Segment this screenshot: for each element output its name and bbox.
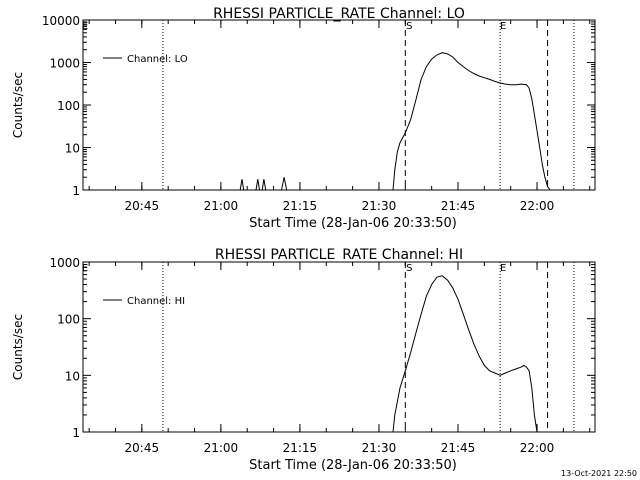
x-tick-label: 20:45 [125,441,160,455]
x-tick-label: 21:15 [283,441,318,455]
marker-label: E [82,21,88,32]
x-tick-label: 21:00 [204,199,239,213]
y-tick-label: 100 [57,99,80,113]
series-line-0 [239,179,245,191]
series-line-0 [281,177,288,191]
marker-label: S [406,263,412,274]
marker-label: E [500,21,506,32]
y-tick-label: 100 [57,313,80,327]
chart-panel-0: RHESSI PARTICLE_RATE Channel: LO 1 10 100 10… [11,6,596,231]
x-axis-label: Start Time (28-Jan-06 20:33:50) [249,458,457,473]
y-axis-label: Counts/sec [11,314,25,380]
x-axis-label: Start Time (28-Jan-06 20:33:50) [249,216,457,231]
series-line-0 [261,179,267,191]
chart-panel-1: RHESSI PARTICLE_RATE Channel: HI 1 10 100 10… [11,247,596,473]
x-tick-label: 21:00 [204,441,239,455]
x-tick-label: 22:00 [520,441,555,455]
plot-frame [82,261,596,433]
x-tick-label: 22:00 [520,199,555,213]
x-tick-label: 20:45 [125,199,160,213]
y-tick-label: 10 [65,142,80,156]
x-tick-label: 21:45 [441,199,476,213]
y-tick-label: 10 [65,369,80,383]
y-tick-label: 1 [72,184,80,198]
y-tick-label: 1 [72,426,80,440]
legend-entry: Channel: LO [127,54,188,65]
footer-timestamp: 13-Oct-2021 22:50 [561,469,637,478]
marker-label: E [82,263,88,274]
x-tick-label: 21:30 [362,441,397,455]
y-axis-label: Counts/sec [11,72,25,138]
series-line-0 [392,275,538,433]
marker-label: S [406,21,412,32]
marker-label: E [500,263,506,274]
series-line-0 [255,179,260,191]
series-line-0 [392,52,551,191]
y-tick-label: 1000 [49,57,80,71]
plot-frame [82,19,596,191]
x-tick-label: 21:30 [362,199,397,213]
x-tick-label: 21:45 [441,441,476,455]
chart-title: RHESSI PARTICLE_RATE Channel: HI [215,247,463,263]
y-tick-label: 1000 [49,256,80,270]
x-tick-label: 21:15 [283,199,318,213]
chart-title: RHESSI PARTICLE_RATE Channel: LO [213,6,465,22]
legend-entry: Channel: HI [127,296,185,307]
y-tick-label: 10000 [42,14,80,28]
